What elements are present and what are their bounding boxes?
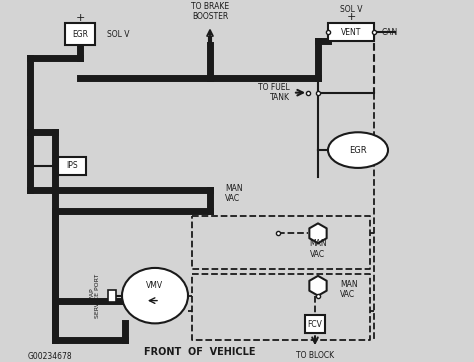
Text: TO FUEL
TANK: TO FUEL TANK bbox=[258, 83, 290, 102]
Text: VENT: VENT bbox=[341, 28, 361, 37]
Text: +: + bbox=[346, 12, 356, 22]
Text: MAN
VAC: MAN VAC bbox=[340, 280, 357, 299]
Text: FRONT  OF  VEHICLE: FRONT OF VEHICLE bbox=[144, 347, 256, 357]
Bar bbox=[305, 315, 325, 333]
Bar bbox=[58, 157, 86, 175]
Text: +: + bbox=[75, 13, 85, 24]
Text: G00234678: G00234678 bbox=[28, 352, 73, 361]
Text: SOL V: SOL V bbox=[340, 5, 362, 14]
Text: EGR: EGR bbox=[349, 146, 367, 155]
Text: TO BLOCK: TO BLOCK bbox=[296, 350, 334, 359]
Bar bbox=[328, 23, 374, 41]
Ellipse shape bbox=[328, 132, 388, 168]
Ellipse shape bbox=[122, 268, 188, 323]
Text: SOL V: SOL V bbox=[107, 30, 129, 39]
Text: VMV: VMV bbox=[146, 281, 164, 290]
Text: EVAP
SERVICE PORT: EVAP SERVICE PORT bbox=[90, 274, 100, 318]
Bar bbox=[108, 290, 116, 302]
Polygon shape bbox=[310, 276, 327, 296]
Text: MAN
VAC: MAN VAC bbox=[225, 184, 243, 203]
Text: MAN
VAC: MAN VAC bbox=[309, 239, 327, 259]
Text: FCV: FCV bbox=[308, 320, 322, 329]
Bar bbox=[65, 23, 95, 45]
Text: EGR: EGR bbox=[72, 30, 88, 39]
Text: TO BRAKE
BOOSTER: TO BRAKE BOOSTER bbox=[191, 2, 229, 21]
Text: CAN: CAN bbox=[382, 28, 398, 37]
Text: IPS: IPS bbox=[66, 161, 78, 171]
Polygon shape bbox=[310, 223, 327, 243]
